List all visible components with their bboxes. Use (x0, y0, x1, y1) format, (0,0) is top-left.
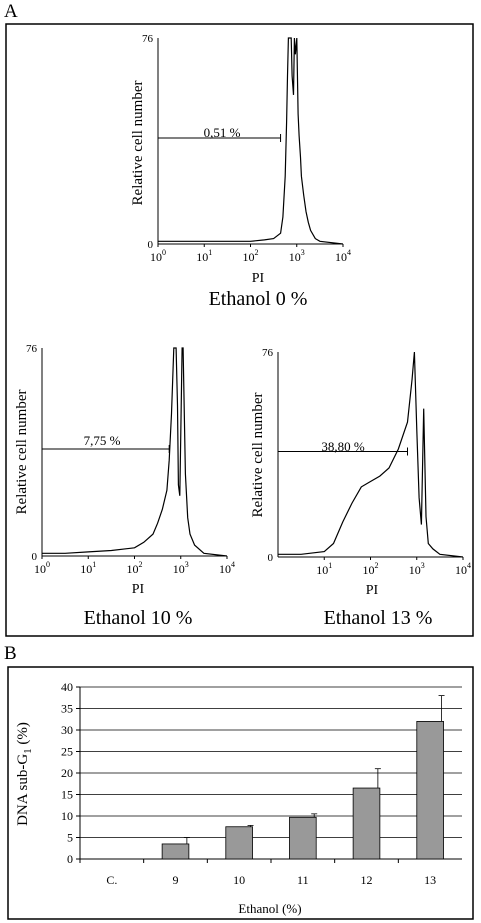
histogram-x-tick-label: 101 (316, 561, 332, 577)
bar-chart-xlabel: Ethanol (%) (238, 901, 301, 916)
histogram-x-tick-label: 102 (363, 561, 379, 577)
histogram-x-tick-label: 102 (127, 560, 143, 576)
histogram-x-tick-label: 104 (335, 248, 351, 264)
panel-b-letter: B (4, 643, 17, 664)
tick-base: 10 (219, 562, 231, 576)
bar-category-label: 11 (297, 873, 309, 887)
histogram-ethanol-0-marker-label: 0,51 % (204, 125, 241, 140)
bar-chart-y-tick-label: 5 (67, 831, 73, 845)
bar-chart-sub-g1: DNA sub-G1 (%) Ethanol (%) 0 5 10 15 20 25 30 3… (15, 680, 462, 916)
bar-category-label: 10 (233, 873, 245, 887)
panel-a-letter: A (4, 1, 18, 22)
bar-chart-y-tick-label: 15 (61, 788, 73, 802)
tick-base: 10 (455, 563, 467, 577)
histogram-x-tick-label: 103 (289, 248, 305, 264)
histogram-x-tick-label: 103 (409, 561, 425, 577)
histogram-ethanol-13-caption: Ethanol 13 % (324, 607, 433, 629)
bar-category-label: 9 (173, 873, 179, 887)
tick-exponent: 2 (375, 561, 379, 570)
histogram-ethanol-10-xlabel: PI (132, 582, 145, 597)
panel-b-frame (7, 666, 474, 920)
bar-chart-ylabel-tail: (%) (15, 722, 31, 748)
histogram-ethanol-10-marker-label: 7,75 % (84, 433, 121, 448)
histogram-curve (158, 37, 344, 245)
tick-base: 10 (173, 562, 185, 576)
histogram-x-tick-label: 100 (34, 560, 50, 576)
bar (225, 826, 253, 860)
histogram-ethanol-10-ymin: 0 (32, 551, 38, 563)
histogram-ethanol-13: 76 0 Relative cell number PI Ethanol 13 … (250, 347, 471, 629)
tick-exponent: 3 (421, 561, 425, 570)
bar-chart-y-tick-label: 20 (61, 766, 73, 780)
tick-exponent: 1 (328, 561, 332, 570)
tick-base: 10 (80, 562, 92, 576)
tick-base: 10 (409, 563, 421, 577)
bar-chart-y-tick-label: 40 (61, 680, 73, 694)
tick-exponent: 0 (46, 560, 50, 569)
histogram-ethanol-0: 76 0 Relative cell number PI Ethanol 0 %… (130, 33, 351, 310)
bar-category-label: 12 (361, 873, 373, 887)
tick-exponent: 4 (347, 248, 351, 257)
bar (416, 721, 444, 860)
tick-base: 10 (127, 562, 139, 576)
tick-base: 10 (196, 250, 208, 264)
tick-base: 10 (243, 250, 255, 264)
histogram-x-tick-label: 101 (196, 248, 212, 264)
histogram-ethanol-13-ymin: 0 (268, 552, 274, 564)
histogram-x-tick-label: 104 (455, 561, 471, 577)
histogram-ethanol-10-caption: Ethanol 10 % (84, 607, 193, 629)
bar-chart-ylabel-main: DNA sub-G (15, 754, 31, 826)
histogram-x-tick-label: 100 (150, 248, 166, 264)
histogram-ethanol-0-xlabel: PI (252, 271, 265, 286)
tick-base: 10 (316, 563, 328, 577)
tick-exponent: 3 (301, 248, 305, 257)
bar (352, 787, 381, 860)
bar-chart-y-tick-label: 10 (61, 809, 73, 823)
bar (289, 816, 317, 860)
histogram-x-tick-label: 104 (219, 560, 235, 576)
tick-base: 10 (289, 250, 301, 264)
bar-chart-y-tick-label: 30 (61, 723, 73, 737)
bar-chart-y-tick-label: 0 (67, 852, 73, 866)
histogram-ethanol-10-ymax: 76 (26, 343, 38, 355)
histogram-ethanol-13-ymax: 76 (262, 347, 274, 359)
tick-exponent: 1 (92, 560, 96, 569)
histogram-x-tick-label: 102 (243, 248, 259, 264)
bar-chart-ylabel: DNA sub-G1 (%) (15, 722, 34, 826)
bar-chart-ylabel-sub: 1 (22, 748, 34, 754)
histogram-ethanol-13-xlabel: PI (366, 583, 379, 598)
histogram-ethanol-13-marker-label: 38,80 % (321, 439, 365, 454)
bar-category-label: 13 (424, 873, 436, 887)
histogram-ethanol-13-ylabel: Relative cell number (250, 393, 266, 518)
histogram-ethanol-10: 76 0 Relative cell number PI Ethanol 10 … (14, 343, 235, 629)
bar-chart-y-tick-label: 25 (61, 745, 73, 759)
histogram-ethanol-0-ylabel: Relative cell number (130, 81, 146, 206)
tick-exponent: 0 (162, 248, 166, 257)
panel-a-frame (5, 23, 474, 637)
bar-category-label: C. (106, 873, 117, 887)
histogram-ethanol-10-ylabel: Relative cell number (14, 390, 30, 515)
histogram-curve (42, 347, 228, 557)
tick-base: 10 (363, 563, 375, 577)
bar (161, 843, 190, 860)
histogram-x-tick-label: 101 (80, 560, 96, 576)
tick-exponent: 3 (185, 560, 189, 569)
tick-base: 10 (335, 250, 347, 264)
tick-base: 10 (150, 250, 162, 264)
tick-exponent: 4 (467, 561, 471, 570)
histogram-ethanol-0-caption: Ethanol 0 % (209, 288, 308, 310)
histogram-curve (278, 351, 464, 558)
histogram-ethanol-0-ymin: 0 (148, 239, 154, 251)
tick-exponent: 2 (139, 560, 143, 569)
bar-chart-y-tick-label: 35 (61, 702, 73, 716)
tick-exponent: 4 (231, 560, 235, 569)
tick-base: 10 (34, 562, 46, 576)
histogram-ethanol-0-ymax: 76 (142, 33, 154, 45)
tick-exponent: 1 (208, 248, 212, 257)
histogram-x-tick-label: 103 (173, 560, 189, 576)
tick-exponent: 2 (255, 248, 259, 257)
